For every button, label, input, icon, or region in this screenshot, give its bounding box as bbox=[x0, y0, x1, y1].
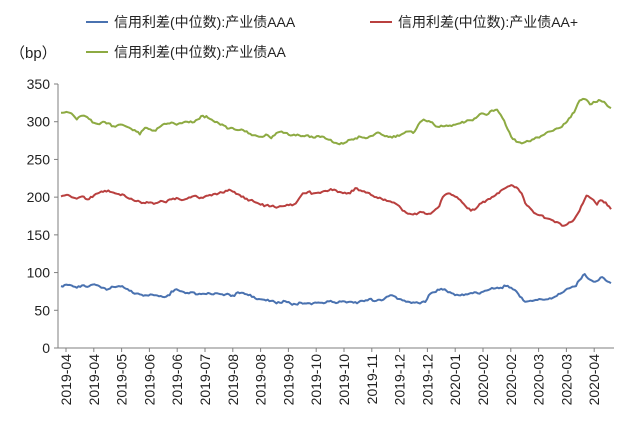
y-tick-label: 250 bbox=[27, 151, 51, 167]
legend-item-aa-plus: 信用利差(中位数):产业债AA+ bbox=[370, 12, 578, 32]
y-tick-label: 100 bbox=[27, 265, 51, 281]
x-tick-label: 2020-02 bbox=[503, 354, 519, 406]
y-axis: 0 50 100 150 200 250 300 350 bbox=[27, 76, 59, 356]
y-tick-label: 0 bbox=[42, 340, 50, 356]
series-line-0 bbox=[60, 273, 612, 306]
series-line-2 bbox=[61, 97, 612, 146]
legend-label-aa: 信用利差(中位数):产业债AA bbox=[114, 44, 286, 60]
legend-swatch-aa-plus bbox=[370, 21, 392, 23]
legend-item-aaa: 信用利差(中位数):产业债AAA bbox=[86, 12, 295, 32]
x-tick-label: 2020-02 bbox=[475, 354, 491, 406]
x-tick-label: 2019-11 bbox=[364, 354, 380, 405]
x-tick-label: 2019-07 bbox=[197, 354, 213, 406]
x-tick-label: 2020-03 bbox=[531, 354, 547, 406]
x-tick-label: 2019-09 bbox=[280, 354, 296, 406]
x-tick-label: 2019-05 bbox=[114, 354, 130, 406]
x-tick-label: 2020-01 bbox=[447, 354, 463, 406]
legend-label-aaa: 信用利差(中位数):产业债AAA bbox=[114, 14, 296, 30]
y-tick-label: 300 bbox=[27, 114, 51, 130]
legend-label-aa-plus: 信用利差(中位数):产业债AA+ bbox=[398, 14, 579, 30]
x-tick-label: 2019-12 bbox=[419, 354, 435, 406]
legend-item-aa: 信用利差(中位数):产业债AA bbox=[86, 42, 286, 62]
x-tick-label: 2019-04 bbox=[58, 354, 74, 406]
x-tick-label: 2019-06 bbox=[169, 354, 185, 406]
x-tick-label: 2019-10 bbox=[336, 354, 352, 406]
x-tick-label: 2019-12 bbox=[392, 354, 408, 406]
legend-swatch-aaa bbox=[86, 21, 108, 23]
series-line-1 bbox=[60, 184, 612, 227]
y-axis-unit-label: （bp） bbox=[10, 45, 57, 62]
x-tick-label: 2019-08 bbox=[253, 354, 269, 406]
x-tick-label: 2020-03 bbox=[558, 354, 574, 406]
x-tick-label: 2019-04 bbox=[86, 354, 102, 406]
x-tick-label: 2019-10 bbox=[308, 354, 324, 406]
series-lines bbox=[60, 97, 612, 306]
x-tick-label: 2020-04 bbox=[586, 354, 602, 406]
y-tick-label: 350 bbox=[27, 76, 51, 92]
x-axis: 2019-04 2019-04 2019-05 2019-06 2019-06 2019-… bbox=[58, 347, 614, 406]
x-tick-label: 2019-08 bbox=[225, 354, 241, 406]
y-tick-label: 50 bbox=[34, 302, 50, 318]
legend-swatch-aa bbox=[86, 51, 108, 53]
y-tick-label: 150 bbox=[27, 227, 51, 243]
y-tick-label: 200 bbox=[27, 189, 51, 205]
x-tick-label: 2019-06 bbox=[141, 354, 157, 406]
